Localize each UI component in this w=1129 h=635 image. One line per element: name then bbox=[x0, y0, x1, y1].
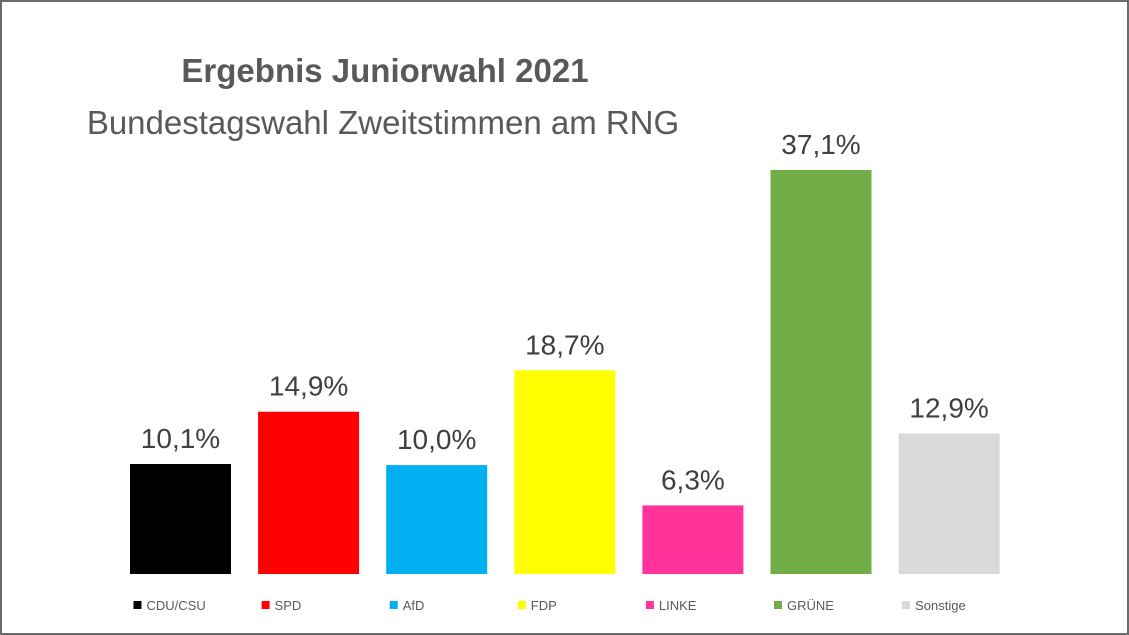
bar-spd bbox=[258, 411, 360, 574]
data-label-spd: 14,9% bbox=[269, 371, 348, 402]
legend-swatch-linke bbox=[645, 601, 654, 609]
legend-label-linke: LINKE bbox=[659, 598, 697, 613]
legend-label-cdu-csu: CDU/CSU bbox=[147, 598, 206, 613]
legend-label-spd: SPD bbox=[275, 598, 302, 613]
bar-gr-ne bbox=[770, 170, 872, 574]
legend-swatch-fdp bbox=[517, 601, 526, 609]
data-label-linke: 6,3% bbox=[661, 464, 725, 495]
bar-afd bbox=[386, 465, 488, 574]
legend-swatch-cdu-csu bbox=[133, 601, 142, 609]
bar-linke bbox=[642, 505, 744, 574]
data-label-cdu-csu: 10,1% bbox=[141, 423, 220, 454]
legend-swatch-gr-ne bbox=[774, 601, 782, 609]
chart-title: Ergebnis Juniorwahl 2021 bbox=[181, 52, 589, 89]
bar-cdu-csu bbox=[130, 464, 231, 574]
legend-swatch-spd bbox=[261, 601, 270, 609]
bar-sonstige bbox=[898, 433, 1000, 574]
value-labels-group: 10,1% 14,9% 10,0% 18,7% 6,3% 37,1% 12,9% bbox=[141, 129, 989, 495]
bar-fdp bbox=[514, 370, 616, 574]
data-label-sonstige: 12,9% bbox=[909, 393, 988, 424]
legend-label-gr-ne: GRÜNE bbox=[787, 598, 834, 613]
chart-subtitle: Bundestagswahl Zweitstimmen am RNG bbox=[86, 104, 680, 141]
legend-label-afd: AfD bbox=[403, 598, 425, 613]
data-label-fdp: 18,7% bbox=[525, 329, 604, 360]
legend-swatch-sonstige bbox=[902, 601, 911, 609]
data-label-afd: 10,0% bbox=[397, 424, 476, 455]
legend-label-fdp: FDP bbox=[531, 598, 557, 613]
legend-swatch-afd bbox=[389, 601, 398, 609]
legend: CDU/CSU SPD AfD FDP LINKE GRÜNE Sonstige bbox=[133, 598, 966, 613]
bars-group bbox=[130, 170, 1000, 574]
legend-label-sonstige: Sonstige bbox=[915, 598, 966, 613]
data-label-gr-ne: 37,1% bbox=[781, 129, 860, 160]
